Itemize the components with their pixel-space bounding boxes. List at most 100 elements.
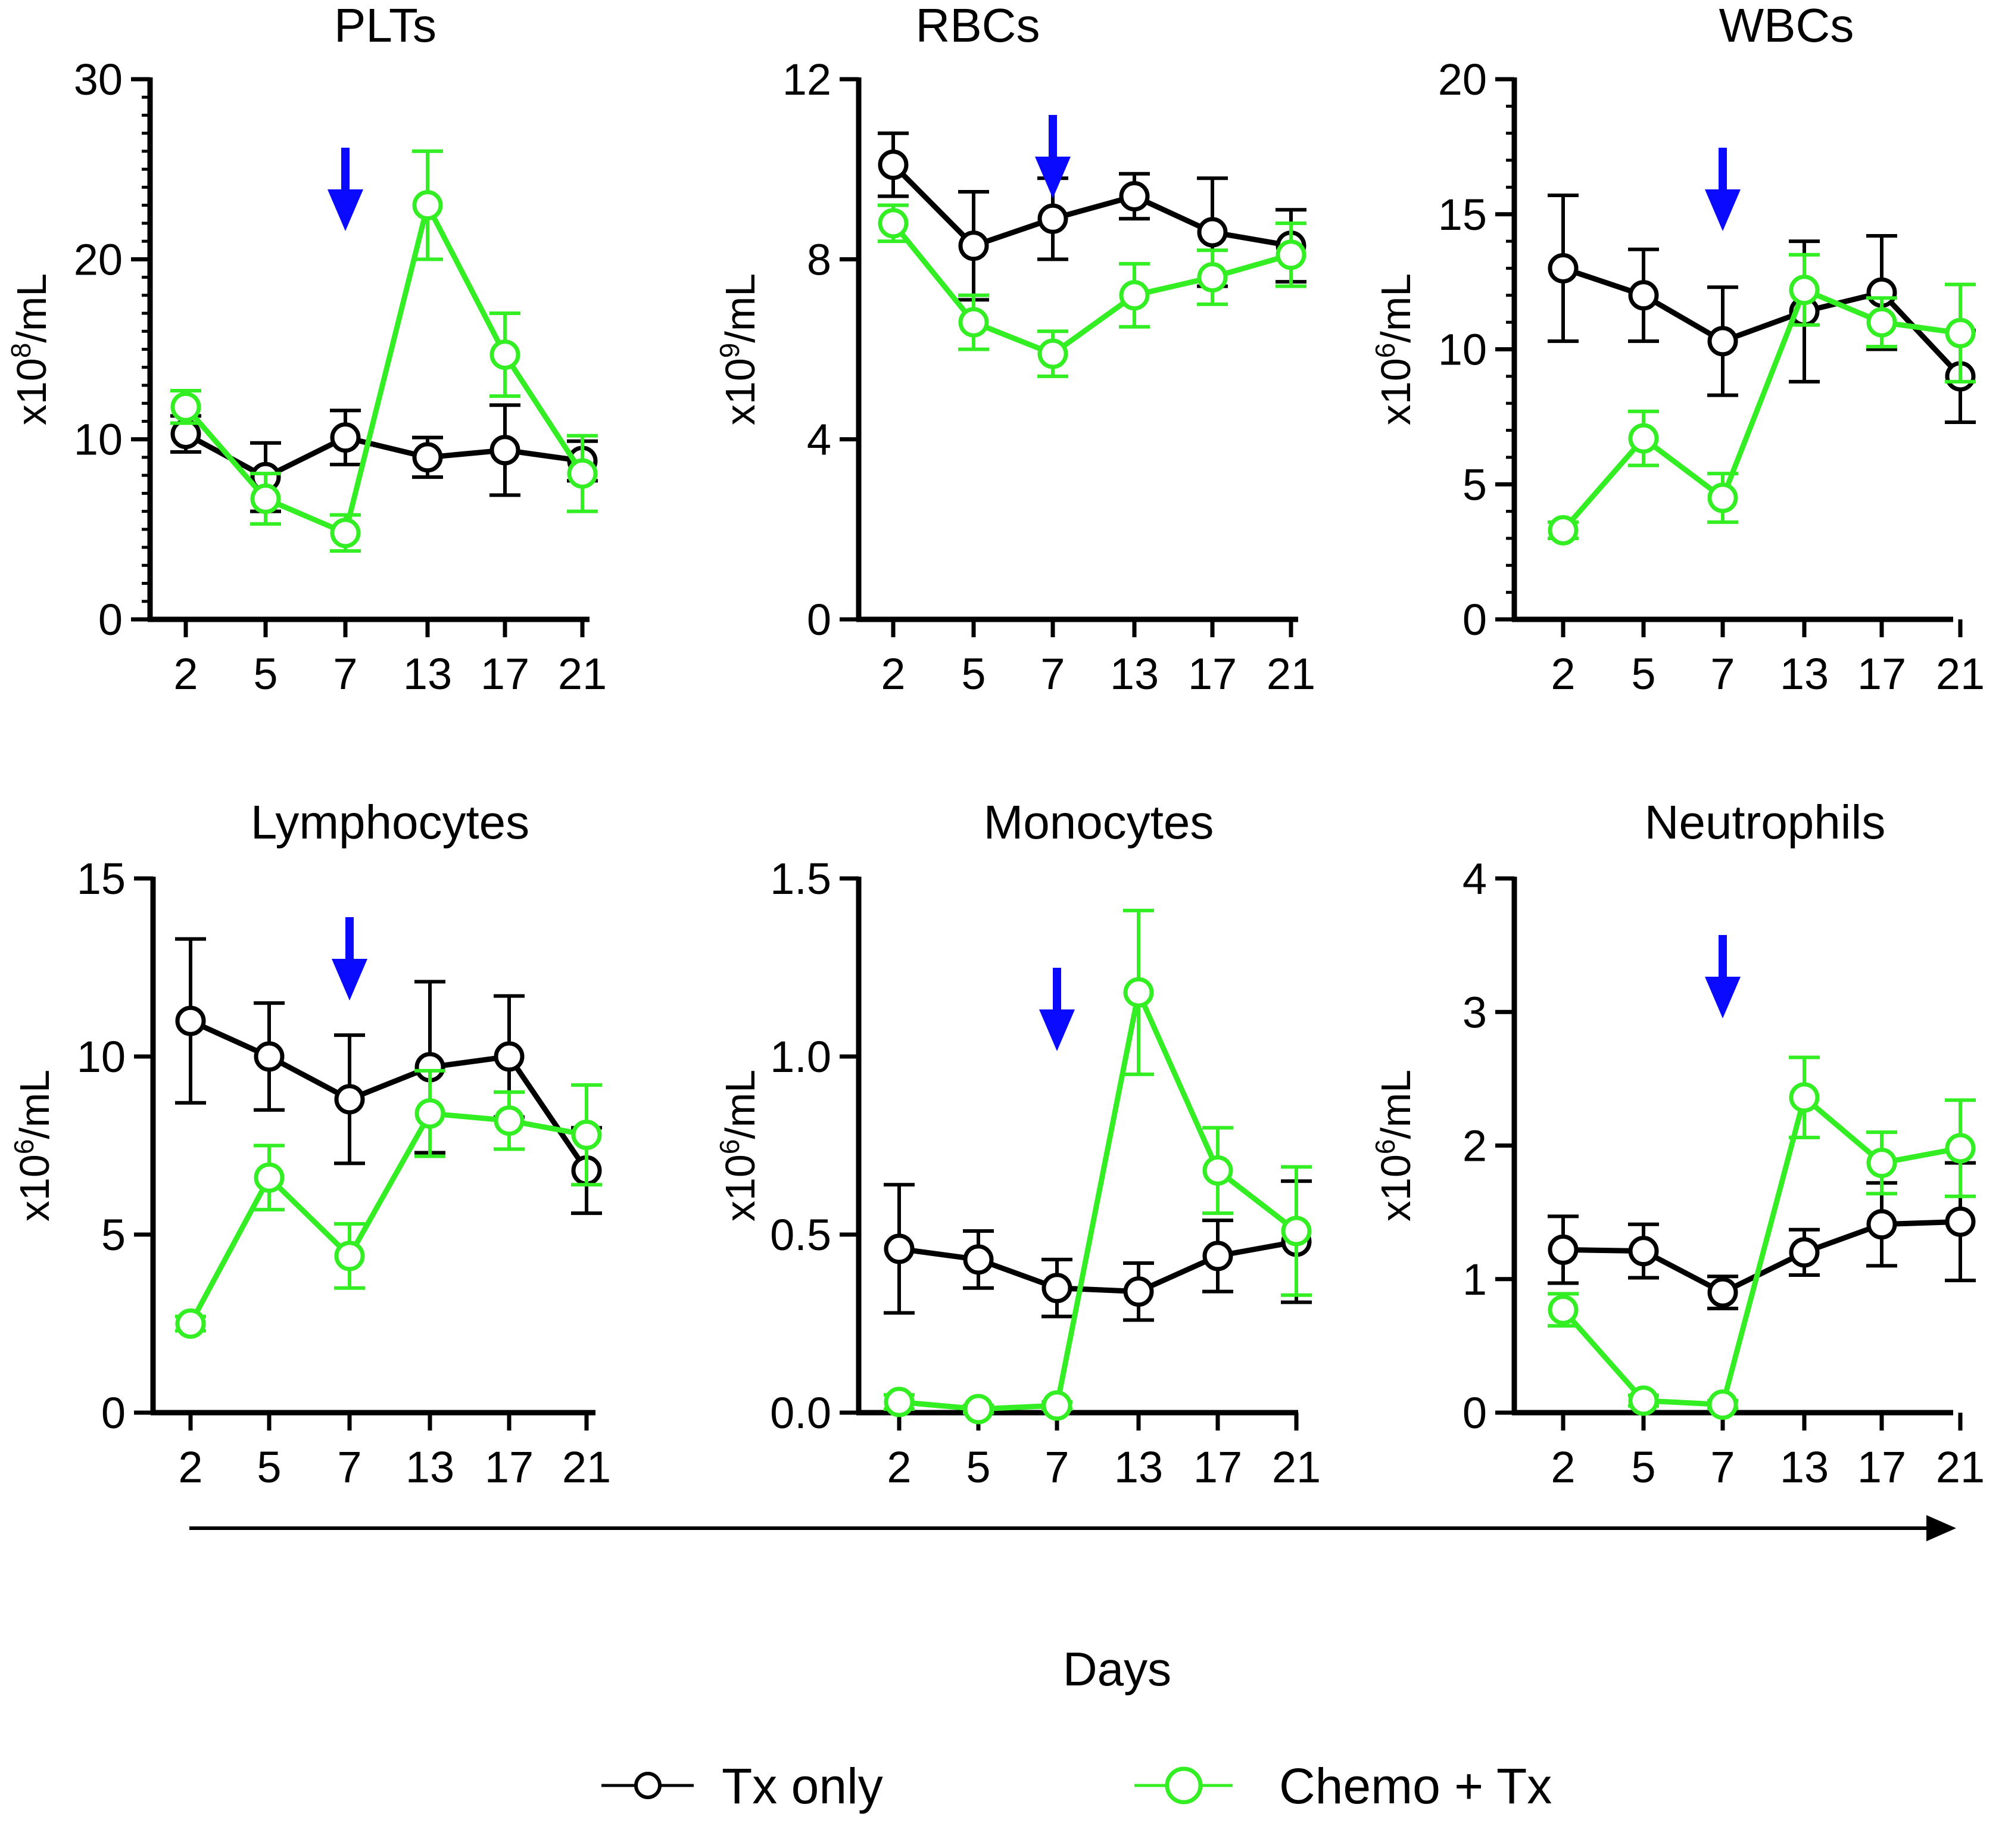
- x-tick-label: 21: [1272, 1442, 1321, 1492]
- y-axis-label: x106/mL: [8, 1070, 58, 1221]
- data-point: [1548, 1234, 1579, 1265]
- series-tx-only: [1548, 194, 1976, 424]
- arrow-shaft: [1053, 968, 1061, 1015]
- series-line: [184, 431, 583, 480]
- x-tick-label: 5: [253, 649, 277, 699]
- data-point: [1789, 1237, 1820, 1268]
- x-tick-label: 2: [881, 649, 905, 699]
- data-point: [571, 1120, 602, 1151]
- x-tick-label: 17: [481, 649, 529, 699]
- data-point: [567, 458, 598, 489]
- x-tick-label: 17: [1193, 1442, 1242, 1492]
- series-chemo-tx: [1548, 253, 1976, 546]
- treatment-arrow: [1035, 115, 1071, 198]
- y-axis-label: x106/mL: [714, 1070, 763, 1221]
- y-tick-label: 10: [74, 415, 123, 465]
- y-tick-label: 4: [807, 415, 831, 465]
- x-tick-label: 7: [333, 649, 357, 699]
- x-tick-label: 13: [403, 649, 452, 699]
- y-tick-label: 12: [782, 55, 831, 104]
- y-tick-label: 0: [807, 595, 831, 644]
- arrow-shaft: [345, 917, 354, 965]
- x-tick-label: 13: [1780, 1442, 1829, 1492]
- arrow-head: [1705, 977, 1741, 1018]
- legend-label-chemo-tx: Chemo + Tx: [1279, 1758, 1552, 1814]
- series-chemo-tx: [170, 149, 598, 553]
- y-axis-label: x109/mL: [714, 273, 763, 425]
- data-point: [412, 190, 443, 221]
- arrow-head: [1039, 1009, 1075, 1051]
- data-point: [170, 391, 201, 422]
- x-tick-label: 5: [1631, 649, 1655, 699]
- series-line: [899, 989, 1298, 1412]
- x-tick-label: 5: [966, 1442, 990, 1492]
- y-tick-label: 15: [1438, 190, 1487, 239]
- x-tick-label: 21: [1936, 649, 1985, 699]
- x-tick-label: 5: [961, 649, 986, 699]
- x-tick-label: 7: [1044, 1442, 1069, 1492]
- data-point: [963, 1244, 994, 1275]
- data-point: [1628, 423, 1659, 454]
- data-point: [1041, 1390, 1072, 1421]
- x-tick-label: 2: [178, 1442, 202, 1492]
- arrow-head: [1035, 157, 1071, 198]
- data-point: [330, 422, 361, 453]
- y-tick-label: 8: [807, 235, 831, 284]
- data-point: [1628, 1236, 1659, 1267]
- x-tick-label: 7: [337, 1442, 361, 1492]
- series-line: [891, 222, 1292, 357]
- series-line: [891, 163, 1292, 249]
- arrow-shaft: [341, 148, 350, 195]
- treatment-arrow: [1705, 148, 1741, 231]
- data-point: [250, 483, 281, 514]
- x-tick-label: 7: [1040, 649, 1065, 699]
- x-tick-label: 21: [1267, 649, 1315, 699]
- data-point: [1281, 1216, 1312, 1246]
- data-point: [1123, 1276, 1154, 1307]
- chart-monocytes: Monocytes 0.0 0.5 1.0 1.5 2 5 7 13 17 21 x106/mL: [714, 796, 1321, 1492]
- x-tick-label: 21: [558, 649, 607, 699]
- y-axis-label: x106/mL: [1370, 1070, 1419, 1221]
- x-tick-label: 13: [1110, 649, 1159, 699]
- treatment-arrow: [1705, 935, 1741, 1018]
- y-tick-label: 3: [1462, 987, 1487, 1037]
- chart-plts: PLTs 0 10 20 30 2 5 7 13 17 21 x108/mL: [5, 0, 607, 699]
- y-tick-label: 5: [101, 1210, 126, 1260]
- x-tick-label: 7: [1710, 649, 1735, 699]
- series-tx-only: [175, 937, 602, 1216]
- data-point: [489, 435, 520, 466]
- chart-title: Lymphocytes: [251, 796, 529, 849]
- arrow-shaft: [1049, 115, 1057, 163]
- data-point: [494, 1105, 525, 1136]
- y-tick-label: 30: [74, 55, 123, 104]
- arrow-shaft: [1719, 148, 1727, 195]
- data-point: [1119, 280, 1150, 311]
- data-point: [958, 307, 989, 338]
- series-chemo-tx: [175, 1068, 602, 1339]
- x-tick-label: 2: [173, 649, 198, 699]
- y-tick-label: 0: [1462, 1388, 1487, 1438]
- series-line: [188, 1111, 587, 1325]
- data-point: [1789, 1082, 1820, 1113]
- y-tick-label: 20: [74, 235, 123, 284]
- data-point: [1197, 217, 1228, 248]
- arrow-head: [328, 189, 363, 231]
- data-point: [1548, 515, 1579, 546]
- data-point: [175, 1005, 206, 1036]
- data-point: [1037, 338, 1068, 369]
- data-point: [494, 1041, 525, 1072]
- chart-lymphocytes: Lymphocytes 0 5 10 15 2 5 7 13 17 21 x106/mL: [8, 796, 611, 1492]
- data-point: [1789, 275, 1820, 306]
- treatment-arrow: [1039, 968, 1075, 1051]
- data-point: [1202, 1241, 1233, 1272]
- data-point: [1707, 482, 1738, 513]
- chart-title: WBCs: [1719, 0, 1854, 52]
- y-tick-label: 20: [1438, 55, 1487, 104]
- data-point: [884, 1386, 915, 1417]
- arrow-head: [332, 959, 367, 1001]
- chart-title: Monocytes: [984, 796, 1214, 849]
- data-point: [1548, 1294, 1579, 1325]
